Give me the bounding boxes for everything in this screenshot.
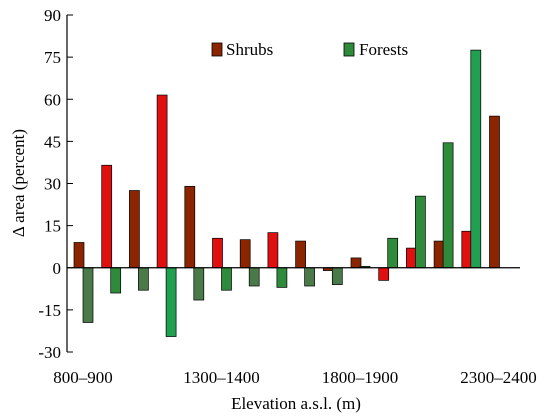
x-axis-label: Elevation a.s.l. (m)	[231, 394, 361, 413]
bar-shrubs-13	[433, 240, 445, 269]
bar-shrubs-15	[489, 115, 500, 269]
bar-forests-13	[442, 142, 454, 269]
bar-shrubs-3	[156, 94, 168, 269]
bar-forests-8	[304, 267, 315, 287]
y-tick-label: 90	[44, 6, 61, 25]
bar-shrubs-12	[406, 247, 417, 269]
bar-forests-4	[193, 267, 205, 301]
bar-shrubs-2	[129, 190, 140, 269]
bar-forests-14	[470, 49, 482, 269]
y-tick-label: 30	[44, 175, 61, 194]
bar-shrubs-7	[267, 232, 279, 269]
legend-swatch-forests	[343, 42, 355, 57]
bar-forests-6	[248, 267, 260, 287]
x-tick-label: 1800–1900	[322, 368, 399, 387]
bar-forests-2	[138, 267, 149, 291]
bar-shrubs-0	[73, 242, 85, 269]
y-tick-label: -15	[38, 301, 61, 320]
y-tick-labels: -30 -15 0 15 30 45 60 75 90	[38, 6, 61, 362]
bar-shrubs-5	[212, 237, 223, 269]
axes-layer	[66, 14, 520, 353]
y-tick-label: 60	[44, 90, 61, 109]
x-tick-labels: 800–900 1300–1400 1800–1900 2300–2400	[53, 368, 537, 387]
legend-label-shrubs: Shrubs	[226, 40, 273, 59]
bar-shrubs-6	[239, 239, 251, 269]
y-tick-label: 15	[44, 217, 61, 236]
x-tick-label: 2300–2400	[460, 368, 537, 387]
bar-forests-1	[110, 267, 122, 294]
bar-shrubs-8	[295, 240, 306, 269]
bar-shrubs-10	[350, 257, 362, 269]
bar-shrubs-1	[101, 164, 113, 269]
y-axis-label: Δ area (percent)	[9, 129, 28, 237]
bars-layer	[73, 49, 500, 337]
legend: Shrubs Forests	[211, 40, 408, 59]
bar-shrubs-11	[378, 267, 390, 281]
bar-forests-12	[415, 195, 426, 269]
y-tick-label: 45	[44, 132, 61, 151]
legend-label-forests: Forests	[359, 40, 408, 59]
y-tick-label: 75	[44, 48, 61, 67]
y-tick-label: 0	[53, 259, 62, 278]
bar-shrubs-4	[184, 185, 196, 269]
x-tick-label: 800–900	[53, 368, 113, 387]
bar-forests-11	[387, 237, 399, 269]
bar-forests-9	[331, 267, 343, 285]
bar-forests-5	[221, 267, 232, 291]
bar-forests-0	[82, 267, 94, 323]
y-tick-label: -30	[38, 343, 61, 362]
bar-forests-3	[165, 267, 177, 337]
bar-forests-7	[276, 267, 288, 288]
legend-swatch-shrubs	[211, 42, 223, 57]
bar-shrubs-14	[461, 230, 473, 269]
x-tick-label: 1300–1400	[183, 368, 260, 387]
